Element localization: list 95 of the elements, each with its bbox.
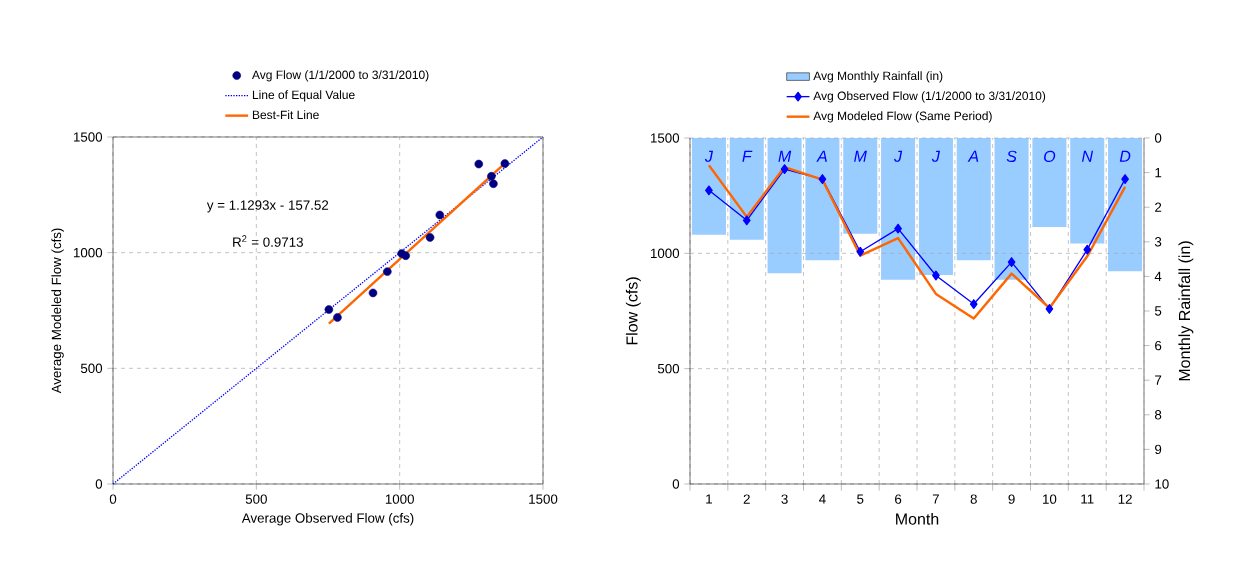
data-label: J: [894, 150, 903, 162]
bar: [729, 137, 764, 240]
bar: [843, 137, 878, 234]
data-label: M: [854, 150, 867, 162]
point: [856, 246, 865, 257]
x-tick-label: 1500: [529, 494, 558, 504]
data-label: J: [931, 150, 941, 162]
point: [333, 313, 342, 322]
point: [1121, 174, 1129, 184]
y2-tick-label: 0: [1154, 133, 1162, 143]
y-tick-label: 1500: [650, 133, 680, 143]
data-label: D: [1119, 150, 1131, 162]
point: [1007, 257, 1016, 268]
x-tick-label: 10: [1043, 494, 1057, 504]
bar: [956, 137, 991, 261]
y2-tick-label: 4: [1154, 271, 1162, 281]
data-label: F: [742, 150, 753, 162]
x-tick-label: 7: [932, 494, 939, 504]
x-tick-label: 5: [857, 494, 864, 504]
point: [780, 164, 789, 175]
y2-tick-label: 1: [1155, 168, 1162, 178]
bar: [1032, 137, 1067, 227]
point: [489, 179, 498, 188]
data-label: O: [1044, 150, 1056, 163]
x-tick-label: 3: [781, 494, 788, 504]
y-tick-label: 1500: [73, 132, 103, 142]
y2-tick-label: 7: [1155, 375, 1162, 385]
data-label: S: [1006, 150, 1017, 163]
x-tick-label: 500: [245, 494, 267, 504]
x-tick-label: 1: [706, 494, 712, 504]
point: [368, 288, 378, 298]
bar: [994, 137, 1029, 280]
y2-tick-label: 6: [1155, 340, 1162, 351]
bar: [1070, 137, 1105, 244]
point: [742, 215, 751, 226]
legend-label: Avg Observed Flow (1/1/2000 to 3/31/2010): [813, 91, 1046, 103]
data-label: A: [816, 150, 827, 162]
point: [425, 233, 435, 242]
legend-label: Avg Flow (1/1/2000 to 3/31/2010): [251, 70, 429, 82]
point: [435, 210, 445, 220]
x-tick-label: 12: [1118, 494, 1132, 504]
point: [401, 251, 410, 260]
x-axis-title: Month: [896, 512, 939, 525]
bar: [881, 137, 916, 280]
y-axis-title: Average Modeled Flow (cfs): [51, 228, 64, 394]
bar: [691, 137, 726, 235]
point: [487, 172, 496, 181]
y2-tick-label: 8: [1154, 410, 1162, 420]
x-tick-label: 9: [1008, 494, 1015, 504]
annotation: R$^{2}$ = 0.9713: [233, 235, 303, 247]
point: [932, 270, 940, 281]
y2-tick-label: 3: [1154, 237, 1162, 247]
y-tick-label: 1000: [650, 248, 680, 259]
y2-axis-title: Monthly Rainfall (in): [1178, 241, 1194, 381]
legend-label: Line of Equal Value: [252, 90, 355, 102]
data-label: N: [1081, 150, 1094, 162]
annotation: y = 1.1293x - 157.52: [206, 200, 329, 213]
y2-tick-label: 2: [1155, 202, 1162, 212]
point: [969, 299, 978, 309]
point: [324, 305, 334, 314]
data-label: M: [778, 150, 792, 162]
x-tick-label: 11: [1081, 494, 1094, 504]
legend-label: Avg Monthly Rainfall (in): [813, 71, 943, 83]
x-tick-label: 6: [895, 494, 902, 504]
y-tick-label: 1000: [73, 247, 103, 258]
x-tick-label: 0: [109, 494, 117, 504]
legend-label: Avg Modeled Flow (Same Period): [813, 111, 992, 123]
y-tick-label: 500: [80, 363, 103, 374]
data-label: A: [967, 150, 979, 162]
bar: [1108, 137, 1143, 272]
x-axis-title: Average Observed Flow (cfs): [241, 512, 414, 526]
point: [894, 223, 902, 234]
x-tick-label: 2: [743, 494, 750, 504]
bar: [767, 137, 802, 274]
bar: [918, 137, 953, 276]
point: [818, 174, 827, 184]
x-tick-label: 8: [970, 494, 977, 504]
y2-tick-label: 10: [1155, 479, 1169, 489]
x-tick-label: 4: [819, 494, 826, 504]
point: [1045, 303, 1054, 314]
y-tick-label: 0: [672, 479, 680, 489]
y-axis-title: Flow (cfs): [625, 277, 641, 345]
point: [705, 185, 713, 196]
point: [500, 159, 510, 168]
y-tick-label: 500: [657, 363, 680, 374]
y-tick-label: 0: [95, 479, 103, 489]
y2-tick-label: 9: [1155, 444, 1162, 455]
x-tick-label: 1000: [385, 494, 414, 504]
data-label: J: [704, 150, 714, 162]
legend-label: Best-Fit Line: [252, 110, 319, 120]
y2-tick-label: 5: [1154, 306, 1162, 316]
point: [474, 159, 484, 169]
bar: [805, 137, 840, 261]
point: [383, 267, 392, 276]
point: [1083, 244, 1092, 255]
